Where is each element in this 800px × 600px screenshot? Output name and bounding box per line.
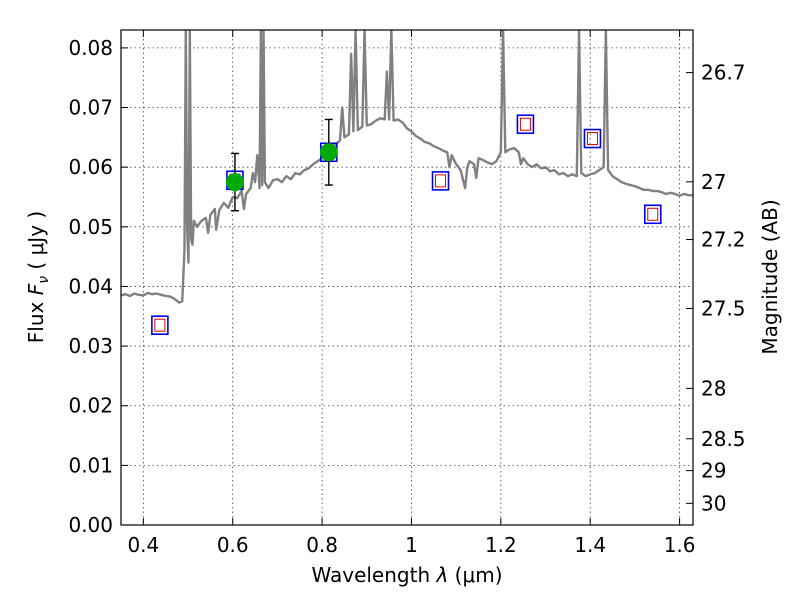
plot-frame	[120, 29, 694, 526]
magnitude-tick-label: 26.7	[701, 61, 746, 85]
y-tick-label: 0.00	[68, 513, 113, 537]
model-photometry-box	[583, 128, 602, 149]
magnitude-tick-label: 27.2	[701, 228, 746, 252]
marker-layer	[151, 114, 662, 336]
y-tick-label: 0.07	[68, 96, 113, 120]
model-photometry-inner-box	[154, 318, 166, 332]
y-tick-label: 0.01	[68, 453, 113, 477]
model-photometry-box	[431, 171, 450, 191]
y-tick-label: 0.05	[68, 215, 113, 239]
magnitude-axis-title: Magnitude (AB)	[758, 199, 782, 354]
y-tick-label: 0.08	[68, 36, 113, 60]
x-tick-label: 1.6	[664, 533, 696, 557]
magnitude-axis-ticks: 26.7 27 27.2 27.5 28 28.5 29 30	[686, 61, 746, 515]
series-layer	[121, 30, 693, 304]
magnitude-tick-label: 27.5	[701, 296, 746, 320]
model-spectrum-line	[121, 30, 693, 304]
y-tick-label: 0.02	[68, 394, 113, 418]
magnitude-tick-label: 28	[701, 376, 726, 400]
magnitude-tick-label: 27	[701, 170, 726, 194]
y-tick-label: 0.04	[68, 274, 113, 298]
model-photometry-box	[643, 204, 662, 225]
model-photometry-inner-box	[586, 132, 598, 146]
model-photometry-box	[151, 315, 169, 336]
magnitude-tick-label: 30	[701, 491, 726, 515]
x-tick-label: 0.6	[217, 533, 249, 557]
model-photometry-inner-box	[647, 207, 659, 221]
model-photometry-box	[516, 114, 535, 135]
x-tick-label: 0.4	[127, 533, 159, 557]
magnitude-tick-label: 29	[701, 459, 726, 483]
x-tick-label: 0.8	[306, 533, 338, 557]
x-axis-title: Wavelength λ (μm)	[311, 563, 502, 587]
x-tick-label: 1.2	[485, 533, 517, 557]
observed-photometry-point	[225, 173, 244, 192]
model-photometry-inner-box	[435, 174, 447, 188]
x-axis-ticks: 0.4 0.6 0.8 1 1.2 1.4 1.6	[127, 30, 696, 557]
magnitude-tick-label: 28.5	[701, 427, 746, 451]
model-photometry-inner-box	[519, 117, 531, 131]
y-tick-label: 0.03	[68, 334, 113, 358]
y-axis-title: Flux Fν ( μJy )	[24, 211, 52, 343]
y-axis-ticks: 0.00 0.01 0.02 0.03 0.04 0.05 0.06 0.07 0.08	[68, 36, 128, 537]
x-tick-label: 1	[405, 533, 418, 557]
observed-photometry-point	[319, 143, 338, 162]
plot-area	[121, 30, 693, 304]
y-tick-label: 0.06	[68, 155, 113, 179]
x-tick-label: 1.4	[574, 533, 606, 557]
